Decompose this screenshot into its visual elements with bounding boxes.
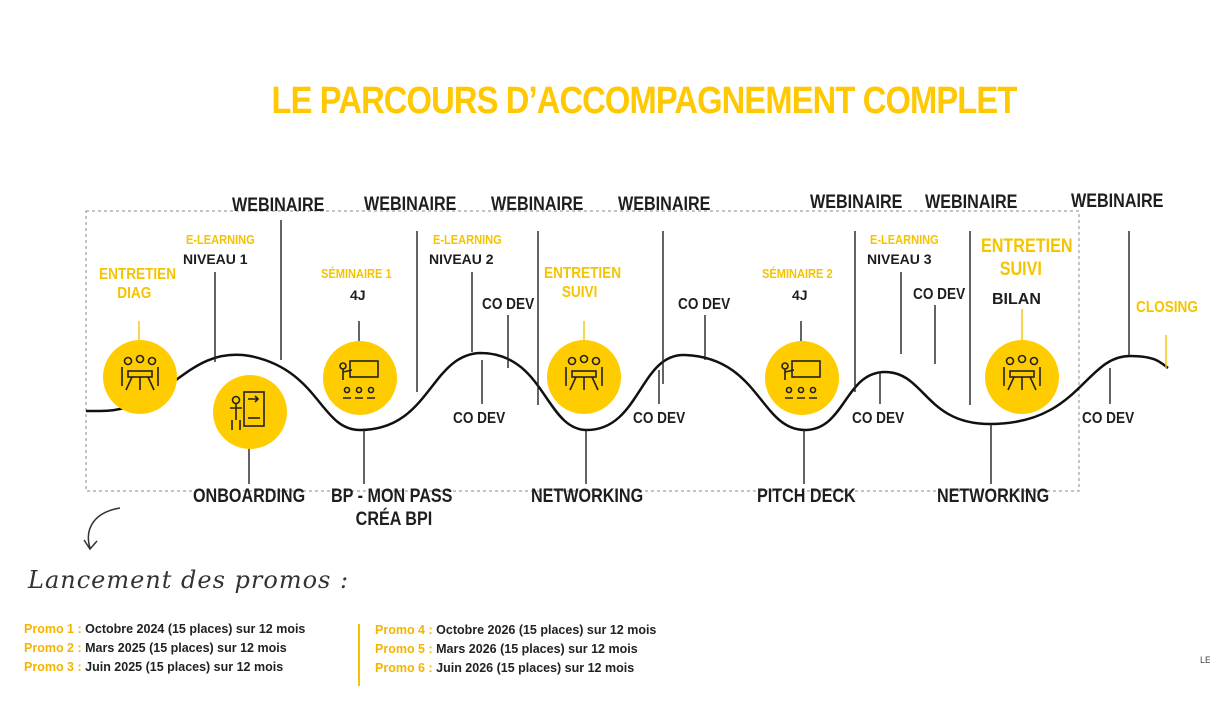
- promo-text: Mars 2025 (15 places) sur 12 mois: [85, 641, 287, 655]
- label-line: DIAG: [117, 285, 152, 303]
- meeting-icon: [1003, 354, 1041, 391]
- promo-text: Juin 2026 (15 places) sur 12 mois: [436, 661, 635, 675]
- corner-text: LE: [1200, 655, 1210, 665]
- bilan-label: BILAN: [992, 291, 1041, 308]
- codev-label: CO DEV: [852, 410, 905, 427]
- codev-label: CO DEV: [453, 410, 506, 427]
- elearning-kicker: E-LEARNING: [186, 232, 255, 247]
- codev-label: CO DEV: [633, 410, 686, 427]
- connectors: [138, 220, 1167, 484]
- entretien-diag-label: ENTRETIEN DIAG: [99, 265, 177, 303]
- promo-text: Octobre 2024 (15 places) sur 12 mois: [85, 622, 306, 636]
- label-line: ENTRETIEN: [99, 266, 177, 283]
- label-line: ENTRETIEN: [981, 236, 1073, 257]
- meeting-icon: [565, 354, 603, 391]
- webinaire-label: WEBINAIRE: [232, 195, 325, 216]
- promo-item: Promo 5 : Mars 2026 (15 places) sur 12 m…: [375, 642, 638, 656]
- elearning-kicker: E-LEARNING: [870, 232, 939, 247]
- codev-label: CO DEV: [1082, 410, 1135, 427]
- step-circle: [765, 341, 839, 415]
- label-line: SUIVI: [561, 284, 598, 302]
- promo-key: Promo 5 :: [375, 642, 433, 656]
- onboarding-board-icon: [230, 391, 265, 430]
- entretien-suivi-bilan-label: ENTRETIEN SUIVI: [981, 236, 1073, 282]
- promo-key: Promo 1 :: [24, 622, 82, 636]
- seminaire-duration: 4J: [350, 287, 366, 303]
- elearning-kicker: E-LEARNING: [433, 232, 502, 247]
- webinaire-label: WEBINAIRE: [364, 194, 457, 215]
- label-line: CRÉA BPI: [355, 508, 433, 530]
- codev-label: CO DEV: [913, 286, 966, 303]
- promo-text: Juin 2025 (15 places) sur 12 mois: [85, 660, 284, 674]
- promo-key: Promo 3 :: [24, 660, 82, 674]
- dashed-frame: [85, 210, 1080, 492]
- entretien-suivi-label: ENTRETIEN SUIVI: [544, 264, 621, 302]
- networking-label: NETWORKING: [937, 486, 1050, 507]
- elearning-level: NIVEAU 2: [429, 251, 494, 267]
- elearning-level: NIVEAU 1: [183, 251, 248, 267]
- webinaire-label: WEBINAIRE: [618, 194, 711, 215]
- onboarding-label: ONBOARDING: [193, 486, 306, 507]
- webinaire-label: WEBINAIRE: [925, 192, 1018, 213]
- closing-label: CLOSING: [1136, 299, 1198, 316]
- promo-item: Promo 1 : Octobre 2024 (15 places) sur 1…: [24, 622, 305, 636]
- step-circle: [323, 341, 397, 415]
- seminaire-duration: 4J: [792, 287, 808, 303]
- promos-heading: Lancement des promos :: [28, 566, 350, 594]
- curved-arrow-icon: [83, 507, 121, 551]
- page-title: LE PARCOURS D’ACCOMPAGNEMENT COMPLET: [271, 80, 1018, 122]
- promo-key: Promo 2 :: [24, 641, 82, 655]
- label-line: BP - MON PASS: [331, 486, 453, 507]
- promo-item: Promo 3 : Juin 2025 (15 places) sur 12 m…: [24, 660, 283, 674]
- promo-item: Promo 6 : Juin 2026 (15 places) sur 12 m…: [375, 661, 634, 675]
- label-line: SUIVI: [999, 258, 1042, 280]
- pitch-deck-label: PITCH DECK: [757, 486, 856, 507]
- codev-label: CO DEV: [678, 296, 731, 313]
- promo-text: Octobre 2026 (15 places) sur 12 mois: [436, 623, 657, 637]
- seminar-presentation-icon: [781, 360, 821, 399]
- elearning-level: NIVEAU 3: [867, 251, 932, 267]
- seminaire-kicker: SÉMINAIRE 2: [762, 266, 833, 281]
- meeting-icon: [121, 354, 159, 391]
- seminar-presentation-icon: [339, 360, 379, 399]
- webinaire-label: WEBINAIRE: [810, 192, 903, 213]
- promo-key: Promo 6 :: [375, 661, 433, 675]
- codev-label: CO DEV: [482, 296, 535, 313]
- networking-label: NETWORKING: [531, 486, 644, 507]
- label-line: ENTRETIEN: [544, 265, 622, 282]
- webinaire-label: WEBINAIRE: [491, 194, 584, 215]
- journey-wave: [86, 351, 1169, 432]
- promo-key: Promo 4 :: [375, 623, 433, 637]
- promo-item: Promo 2 : Mars 2025 (15 places) sur 12 m…: [24, 641, 287, 655]
- webinaire-label: WEBINAIRE: [1071, 191, 1164, 212]
- seminaire-kicker: SÉMINAIRE 1: [321, 266, 392, 281]
- promo-text: Mars 2026 (15 places) sur 12 mois: [436, 642, 638, 656]
- step-circle: [213, 375, 287, 449]
- promo-separator: [358, 624, 360, 686]
- bp-label: BP - MON PASS CRÉA BPI: [331, 486, 452, 532]
- promo-item: Promo 4 : Octobre 2026 (15 places) sur 1…: [375, 623, 656, 637]
